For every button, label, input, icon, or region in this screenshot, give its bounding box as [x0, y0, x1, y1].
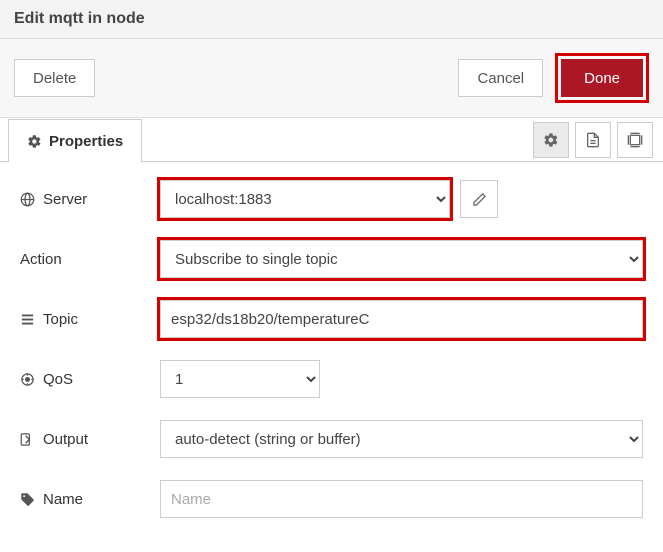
qos-icon [20, 372, 35, 387]
action-row: Action Subscribe to single topic [20, 240, 643, 278]
output-label: Output [43, 431, 88, 448]
cancel-button[interactable]: Cancel [458, 59, 543, 97]
node-description-button[interactable] [575, 122, 611, 158]
document-icon [585, 132, 601, 148]
topic-icon [20, 312, 35, 327]
node-settings-button[interactable] [533, 122, 569, 158]
pencil-icon [472, 192, 487, 207]
topic-input[interactable] [160, 300, 643, 338]
action-select[interactable]: Subscribe to single topic [160, 240, 643, 278]
node-appearance-button[interactable] [617, 122, 653, 158]
edit-server-button[interactable] [460, 180, 498, 218]
tag-icon [20, 492, 35, 507]
gear-icon [543, 132, 559, 148]
name-label: Name [43, 491, 83, 508]
output-row: Output auto-detect (string or buffer) [20, 420, 643, 458]
qos-select[interactable]: 1 [160, 360, 320, 398]
dialog-title: Edit mqtt in node [0, 0, 663, 39]
gear-icon [27, 134, 42, 149]
output-icon [20, 432, 35, 447]
output-select[interactable]: auto-detect (string or buffer) [160, 420, 643, 458]
done-highlight: Done [555, 53, 649, 103]
done-button[interactable]: Done [561, 59, 643, 97]
server-label: Server [43, 191, 87, 208]
qos-label: QoS [43, 371, 73, 388]
globe-icon [20, 192, 35, 207]
server-row: Server localhost:1883 [20, 180, 643, 218]
action-label: Action [20, 251, 62, 268]
delete-button[interactable]: Delete [14, 59, 95, 97]
name-row: Name [20, 480, 643, 518]
properties-form: Server localhost:1883 Action Subscribe t… [0, 162, 663, 548]
tab-properties[interactable]: Properties [8, 119, 142, 162]
tab-properties-label: Properties [49, 133, 123, 150]
appearance-icon [627, 132, 643, 148]
topic-row: Topic [20, 300, 643, 338]
tabs-row: Properties [0, 118, 663, 162]
qos-row: QoS 1 [20, 360, 643, 398]
name-input[interactable] [160, 480, 643, 518]
action-buttons-row: Delete Cancel Done [0, 39, 663, 118]
server-select[interactable]: localhost:1883 [160, 180, 450, 218]
topic-label: Topic [43, 311, 78, 328]
